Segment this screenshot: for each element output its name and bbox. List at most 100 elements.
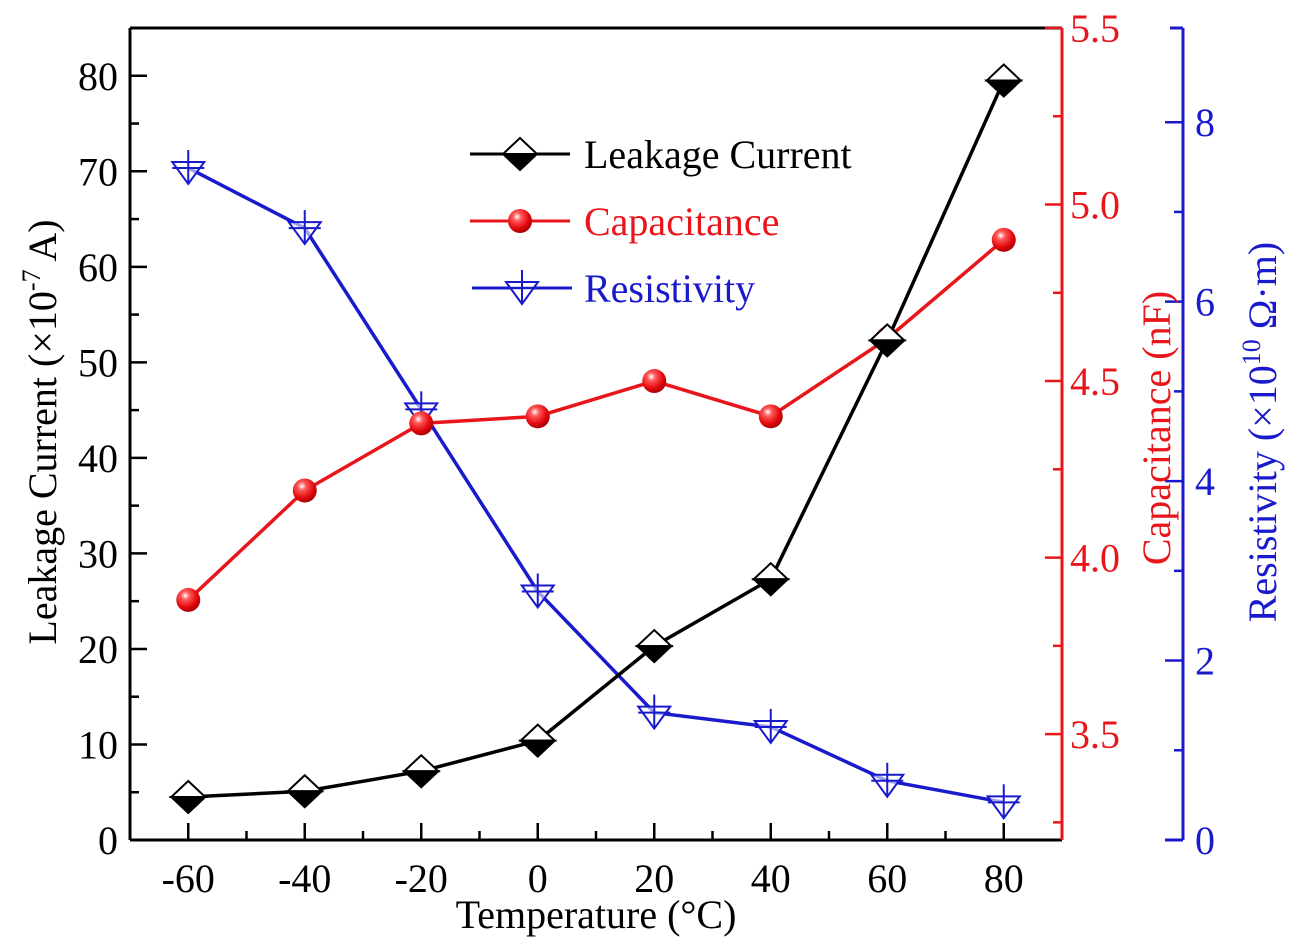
data-point: [867, 323, 907, 358]
diamond-top-half: [401, 753, 441, 773]
diamond-bottom-half: [401, 770, 441, 789]
sphere-marker: [508, 209, 532, 233]
series-leakage-current: [168, 63, 1024, 815]
resistivity-tick-label: 6: [1195, 280, 1215, 325]
legend: Leakage Current Capacitance Resistivity: [470, 132, 852, 311]
resistivity-axis-title-sup: 10: [1237, 339, 1266, 365]
diamond-top-half: [285, 773, 325, 793]
sphere-marker: [292, 478, 317, 503]
left-tick-label: 0: [98, 818, 118, 863]
left-tick-label: 70: [78, 149, 118, 194]
resistivity-tick-label: 4: [1195, 459, 1215, 504]
x-tick-label: -60: [162, 856, 215, 901]
diamond-bottom-half: [634, 645, 674, 664]
data-point: [991, 227, 1016, 252]
resistivity-tick-label: 8: [1195, 100, 1215, 145]
sphere-marker: [642, 369, 667, 394]
capacitance-tick-label: 4.0: [1070, 536, 1120, 581]
diamond-bottom-half: [518, 739, 558, 759]
x-tick-label: -40: [278, 856, 331, 901]
resistivity-axis-ticks: 0 2 4 6 8: [1165, 100, 1215, 863]
sphere-marker: [991, 227, 1016, 252]
capacitance-axis-ticks: 3.5 4.0 4.5 5.0 5.5: [1045, 6, 1120, 824]
diamond-top-half: [984, 63, 1024, 82]
x-tick-label: 20: [634, 856, 674, 901]
legend-marker-leakage-diamond: [500, 136, 540, 172]
data-point: [176, 587, 201, 612]
data-point: [985, 784, 1022, 821]
left-tick-label: 40: [78, 436, 118, 481]
data-point: [519, 573, 556, 610]
diamond-bottom-half: [867, 339, 907, 358]
capacitance-tick-label: 3.5: [1070, 712, 1120, 757]
data-point: [636, 694, 673, 731]
series-layer: [168, 63, 1024, 821]
left-tick-label: 50: [78, 340, 118, 385]
data-point: [751, 561, 791, 597]
legend-label-leakage-current: Leakage Current: [584, 132, 852, 177]
x-axis-ticks: -60 -40 -20 0 20 40 60 80: [162, 823, 1024, 901]
left-tick-label: 30: [78, 531, 118, 576]
left-axis-title-end: A): [20, 219, 65, 269]
sphere-marker: [176, 587, 201, 612]
diamond-top-half: [500, 136, 540, 155]
sphere-marker: [409, 411, 434, 436]
left-axis-title-main: Leakage Current (×10: [20, 291, 65, 645]
data-point: [285, 773, 325, 809]
capacitance-axis-title: Capacitance (nF): [1134, 291, 1179, 565]
x-axis-title: Temperature (°C): [456, 892, 737, 937]
plot-frame: [128, 26, 1185, 842]
x-tick-label: -20: [395, 856, 448, 901]
resistivity-axis-title-end: Ω·m): [1240, 242, 1285, 339]
legend-item-capacitance: Capacitance: [470, 199, 779, 244]
data-point: [984, 63, 1024, 98]
series-line: [187, 238, 1005, 602]
left-axis-title: Leakage Current (×10-7 A): [17, 219, 65, 644]
legend-label-resistivity: Resistivity: [584, 266, 755, 311]
series-capacitance: [176, 227, 1016, 612]
left-tick-label: 20: [78, 627, 118, 672]
resistivity-tick-label: 0: [1195, 818, 1215, 863]
data-point: [401, 753, 441, 789]
diamond-bottom-half: [984, 79, 1024, 98]
data-point: [292, 478, 317, 503]
x-tick-label: 40: [751, 856, 791, 901]
x-tick-label: 0: [528, 856, 548, 901]
data-point: [168, 779, 208, 815]
left-tick-label: 60: [78, 245, 118, 290]
left-axis-ticks: 0 10 20 30 40 50 60 70 80: [78, 54, 147, 863]
x-tick-label: 60: [867, 856, 907, 901]
diamond-bottom-half: [751, 578, 791, 597]
data-point: [518, 723, 558, 759]
data-point: [409, 411, 434, 436]
resistivity-axis-title-main: Resistivity (×10: [1240, 365, 1285, 622]
diamond-bottom-half: [285, 790, 325, 809]
left-axis-title-sup: -7: [17, 269, 46, 291]
diamond-top-half: [168, 779, 208, 799]
diamond-bottom-half: [500, 153, 540, 172]
data-point: [634, 628, 674, 664]
series-line: [188, 79, 1006, 799]
data-point: [869, 762, 906, 799]
left-tick-label: 80: [78, 54, 118, 99]
data-point: [758, 404, 783, 429]
series-resistivity: [170, 149, 1022, 821]
sphere-marker: [758, 404, 783, 429]
diamond-top-half: [751, 561, 791, 581]
diamond-bottom-half: [168, 796, 208, 815]
capacitance-tick-label: 5.0: [1070, 183, 1120, 228]
legend-item-leakage-current: Leakage Current: [470, 132, 852, 177]
x-tick-label: 80: [984, 856, 1024, 901]
legend-marker-capacitance-sphere: [508, 209, 532, 233]
resistivity-tick-label: 2: [1195, 639, 1215, 684]
data-point: [286, 210, 323, 246]
capacitance-tick-label: 5.5: [1070, 6, 1120, 51]
data-point: [525, 404, 550, 429]
data-point: [752, 708, 789, 745]
left-tick-label: 10: [78, 722, 118, 767]
capacitance-tick-label: 4.5: [1070, 359, 1120, 404]
series-line: [187, 166, 1005, 805]
sphere-marker: [525, 404, 550, 429]
data-point: [170, 149, 207, 186]
